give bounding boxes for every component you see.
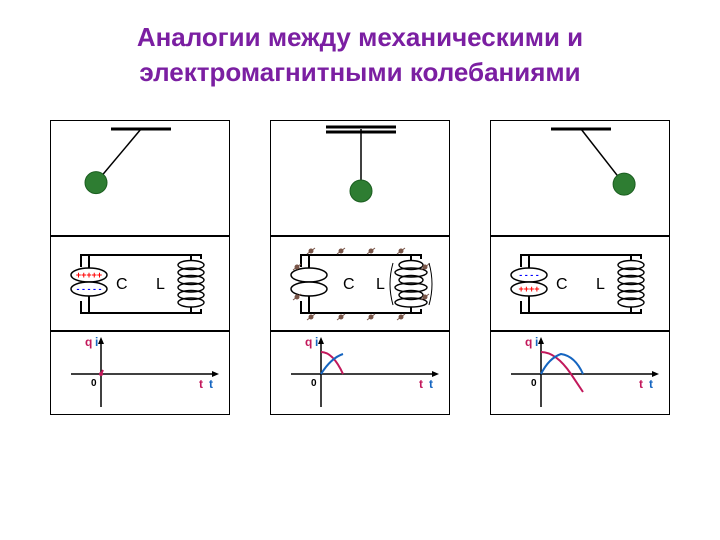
pendulum-svg-1 [51,121,231,236]
circuit-1: +++++ - - - - - C L [50,235,230,330]
pendulum-svg-2 [271,121,451,236]
svg-text:+++++: +++++ [76,270,102,280]
graph-1: qi 0 tt [50,330,230,415]
pendulum-2 [270,120,450,235]
label-C-3: C [556,276,568,293]
svg-text:0: 0 [311,378,317,389]
svg-text:++++: ++++ [518,284,539,294]
panels-row: +++++- - - - - C L qi0tt [0,100,720,415]
svg-text:q: q [525,335,532,349]
svg-text:- - - -: - - - - [519,270,539,280]
panel-3: - - - - ++++ C L qi 0 tt [490,120,670,415]
pendulum-1 [50,120,230,235]
svg-text:t: t [199,377,203,391]
title-text: Аналогии между механическими и электрома… [40,20,680,90]
label-L-3: L [596,276,605,293]
graph-svg-3: qi 0 tt [491,332,671,417]
circuit-svg-2: C L [271,237,451,332]
label-C-2: C [343,276,355,293]
panel-2: C L qi 0 tt [270,120,450,415]
graph-3: qi 0 tt [490,330,670,415]
page-title: Аналогии между механическими и электрома… [0,0,720,100]
graph-svg-1: qi 0 tt [51,332,231,417]
circuit-3: - - - - ++++ C L [490,235,670,330]
label-L-1: L [156,276,165,293]
svg-text:t: t [429,377,433,391]
svg-text:t: t [209,377,213,391]
svg-text:t: t [649,377,653,391]
svg-text:- - - - -: - - - - - [77,284,102,294]
circuit-2: C L [270,235,450,330]
svg-text:0: 0 [91,378,97,389]
svg-text:i: i [315,335,318,349]
svg-text:i: i [535,335,538,349]
label-L-2: L [376,276,385,293]
svg-text:t: t [639,377,643,391]
circuit-svg-3: - - - - ++++ C L [491,237,671,332]
graph-svg-2: qi 0 tt [271,332,451,417]
graph-2: qi 0 tt [270,330,450,415]
svg-text:t: t [419,377,423,391]
panel-1: +++++ - - - - - C L qi 0 tt [50,120,230,415]
circuit-svg-1: +++++ - - - - - C L [51,237,231,332]
pendulum-svg-3 [491,121,671,236]
label-C-1: C [116,276,128,293]
svg-text:0: 0 [531,378,537,389]
svg-text:q: q [85,335,92,349]
svg-text:q: q [305,335,312,349]
svg-text:i: i [95,335,98,349]
pendulum-3 [490,120,670,235]
